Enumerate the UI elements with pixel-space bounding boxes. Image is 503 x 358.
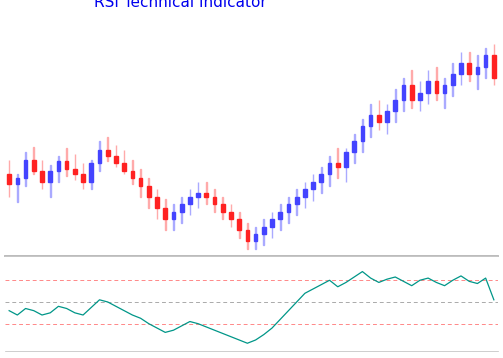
Bar: [58, 156, 59, 182]
Bar: [403, 78, 404, 111]
Bar: [245, 230, 249, 242]
Bar: [81, 174, 85, 182]
Bar: [287, 204, 290, 212]
Bar: [73, 169, 77, 174]
Bar: [361, 126, 364, 141]
Bar: [370, 104, 371, 137]
Bar: [140, 169, 141, 197]
Bar: [237, 219, 241, 230]
Bar: [352, 141, 356, 152]
Bar: [327, 163, 331, 174]
Bar: [32, 160, 36, 171]
Bar: [280, 204, 281, 230]
Bar: [319, 174, 323, 182]
Bar: [196, 193, 200, 197]
Bar: [99, 141, 100, 171]
Bar: [25, 152, 26, 186]
Bar: [9, 160, 10, 197]
Bar: [262, 227, 266, 234]
Bar: [303, 189, 307, 197]
Bar: [385, 111, 389, 122]
Bar: [222, 197, 223, 219]
Bar: [295, 197, 299, 204]
Bar: [204, 193, 208, 197]
Bar: [436, 67, 437, 100]
Bar: [221, 204, 225, 212]
Bar: [492, 55, 496, 78]
Bar: [65, 161, 68, 169]
Bar: [132, 160, 133, 184]
Bar: [229, 212, 233, 219]
Bar: [444, 78, 445, 107]
Bar: [56, 161, 60, 171]
Bar: [270, 219, 274, 227]
Text: RSI Technical Indicator: RSI Technical Indicator: [94, 0, 267, 10]
Bar: [477, 55, 478, 89]
Bar: [114, 156, 118, 163]
Bar: [288, 197, 289, 223]
Bar: [180, 204, 184, 212]
Bar: [484, 55, 487, 67]
Bar: [17, 174, 18, 202]
Bar: [130, 171, 134, 178]
Bar: [163, 208, 167, 219]
Bar: [393, 100, 397, 111]
Bar: [485, 48, 486, 78]
Bar: [254, 234, 258, 242]
Bar: [377, 115, 381, 122]
Bar: [451, 74, 455, 85]
Bar: [410, 85, 413, 100]
Bar: [296, 189, 297, 216]
Bar: [329, 156, 330, 186]
Bar: [74, 154, 75, 180]
Bar: [188, 197, 192, 204]
Bar: [90, 163, 93, 182]
Bar: [418, 93, 422, 100]
Bar: [213, 197, 216, 204]
Bar: [475, 67, 479, 74]
Bar: [362, 118, 363, 152]
Bar: [147, 186, 151, 197]
Bar: [426, 82, 430, 93]
Bar: [155, 197, 159, 208]
Bar: [411, 70, 412, 107]
Bar: [435, 82, 438, 93]
Bar: [311, 182, 315, 189]
Bar: [139, 178, 142, 186]
Bar: [66, 149, 67, 176]
Bar: [122, 163, 126, 171]
Bar: [206, 182, 207, 204]
Bar: [106, 150, 110, 156]
Bar: [16, 178, 19, 184]
Bar: [214, 189, 215, 212]
Bar: [459, 63, 463, 74]
Bar: [336, 163, 340, 167]
Bar: [173, 204, 174, 230]
Bar: [344, 152, 348, 167]
Bar: [443, 85, 447, 93]
Bar: [354, 134, 355, 163]
Bar: [48, 171, 52, 182]
Bar: [172, 212, 176, 219]
Bar: [24, 160, 28, 178]
Bar: [7, 174, 11, 184]
Bar: [148, 178, 149, 208]
Bar: [493, 44, 494, 85]
Bar: [428, 70, 429, 104]
Bar: [369, 115, 373, 126]
Bar: [401, 85, 405, 100]
Bar: [98, 150, 102, 163]
Bar: [467, 63, 471, 74]
Bar: [278, 212, 282, 219]
Bar: [40, 171, 44, 182]
Bar: [91, 160, 92, 189]
